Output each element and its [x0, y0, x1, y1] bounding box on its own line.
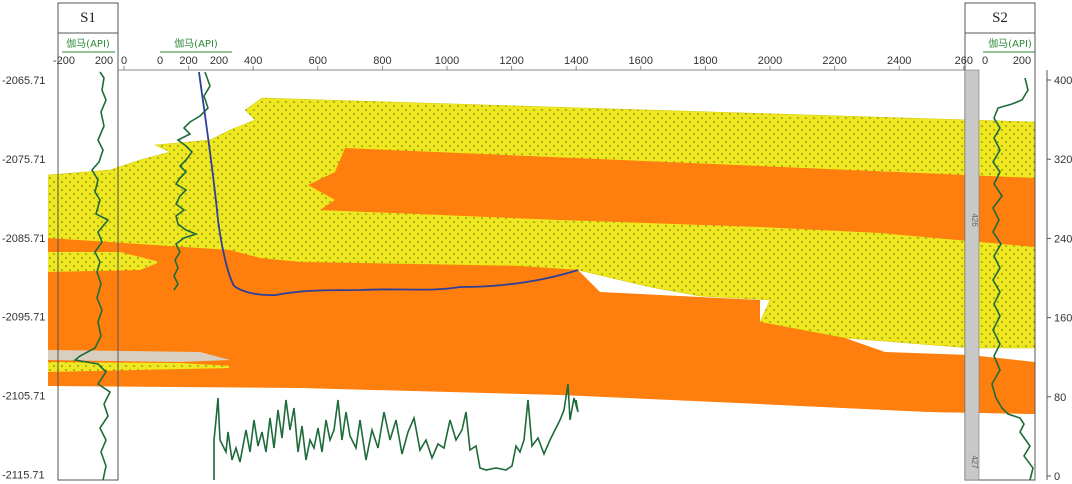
right-axis-tick-label: 240 — [1054, 233, 1072, 245]
x-axis-tick-label: 2000 — [758, 55, 782, 67]
depth-tick-label: -2115.71 — [2, 470, 45, 482]
sand-lens-left — [48, 252, 160, 272]
shale-wedge-upper — [308, 148, 1035, 247]
x-axis-tick-label: 1200 — [499, 55, 523, 67]
x-axis-ticks: 0 200 400 600 800 1000 1200 1400 1600 1800 2000 220… — [121, 55, 973, 70]
right-axis-tick-label: 0 — [1054, 471, 1060, 483]
s2-curve-label: 伽马(API) — [988, 37, 1032, 50]
strata-layers — [48, 97, 1036, 414]
s1-scale-max: 200 — [95, 55, 113, 67]
s2-scale-min: 0 — [982, 55, 988, 67]
horizontal-well-gamma-lower — [213, 383, 579, 480]
s2-marker-426: 426 — [970, 213, 979, 227]
x-axis-tick-label: 200 — [179, 55, 197, 67]
depth-tick-label: -2105.71 — [2, 391, 45, 403]
x-axis-tick-label: 1800 — [693, 55, 717, 67]
grey-streak — [48, 350, 230, 362]
s2-marker-427: 427 — [970, 455, 979, 469]
right-axis-tick-label: 80 — [1054, 392, 1066, 404]
s2-well-column — [964, 69, 980, 481]
horizontal-well-gamma-upper — [173, 71, 211, 291]
s1-gamma-curve — [73, 71, 112, 480]
x-axis-tick-label: 1600 — [629, 55, 653, 67]
x-axis-tick-label: 0 — [121, 55, 127, 67]
x-axis-tick-label: 2400 — [887, 55, 911, 67]
depth-tick-label: -2085.71 — [2, 233, 45, 245]
right-axis-ticks: 400 320 240 160 80 0 — [1047, 75, 1072, 483]
depth-tick-label: -2095.71 — [2, 312, 45, 324]
horizontal-log-scale-min: 0 — [157, 55, 163, 67]
x-axis-tick-label: 600 — [309, 55, 327, 67]
x-axis-tick-label: 1000 — [435, 55, 459, 67]
horizontal-log-label: 伽马(API) — [174, 37, 218, 50]
horizontal-well-trajectory — [198, 71, 579, 297]
horizontal-log-scale-max: 200 — [210, 55, 228, 67]
s2-gamma-curve — [991, 77, 1034, 480]
well-s1-title: S1 — [80, 10, 96, 26]
depth-tick-label: -2075.71 — [2, 154, 45, 166]
s2-scale-max: 200 — [1013, 55, 1031, 67]
well-s2-title: S2 — [992, 10, 1008, 26]
s1-track-frame — [57, 2, 119, 481]
x-axis-tick-label: 1400 — [564, 55, 588, 67]
x-axis-tick-label: 2200 — [822, 55, 846, 67]
x-axis-tick-label: 800 — [373, 55, 391, 67]
right-axis-tick-label: 400 — [1054, 75, 1072, 87]
depth-axis-ticks: -2065.71 -2075.71 -2085.71 -2095.71 -2105.71… — [2, 75, 45, 482]
x-axis-tick-label: 400 — [244, 55, 262, 67]
depth-tick-label: -2065.71 — [2, 75, 45, 87]
x-axis-tick-label: 260 — [955, 55, 973, 67]
right-axis-tick-label: 160 — [1054, 313, 1072, 325]
right-axis-tick-label: 320 — [1054, 154, 1072, 166]
s1-scale-min: -200 — [53, 55, 75, 67]
s1-curve-label: 伽马(API) — [66, 37, 110, 50]
shale-layer-lower — [48, 368, 1035, 414]
